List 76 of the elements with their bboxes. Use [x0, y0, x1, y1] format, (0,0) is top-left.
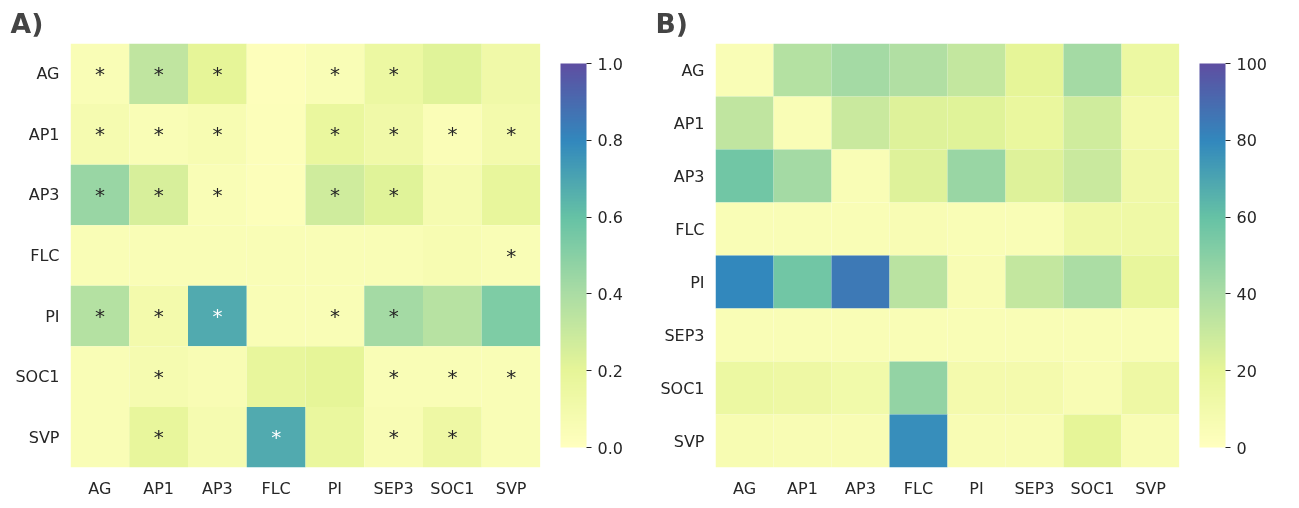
x-tick-label: AP3: [845, 478, 876, 498]
y-tick-label: PI: [690, 272, 705, 292]
x-tick-label: AP3: [201, 478, 233, 498]
data-label: *: [153, 364, 164, 389]
data-label: *: [388, 304, 399, 329]
data-label: *: [388, 61, 399, 86]
x-tick-label: FLC: [903, 478, 934, 498]
y-tick-label: AG: [681, 60, 705, 80]
chart-title: A): [10, 7, 44, 39]
data-label: *: [94, 122, 105, 147]
data-label: *: [212, 61, 223, 86]
y-tick-label: AG: [36, 64, 60, 84]
data-label: *: [388, 364, 399, 389]
x-tick-label: PI: [327, 478, 343, 498]
color-bar-label: 0.0: [597, 438, 623, 458]
x-tick-label: SOC1: [1070, 478, 1115, 498]
data-label: *: [153, 304, 164, 329]
x-tick-label: AP1: [143, 478, 175, 498]
data-label: *: [506, 122, 517, 147]
y-tick-label: SVP: [28, 427, 60, 447]
data-label: *: [447, 122, 458, 147]
data-label: *: [447, 364, 458, 389]
color-bar-label: 20: [1236, 361, 1257, 381]
data-label: *: [506, 243, 517, 268]
color-bar-label: 0.8: [597, 131, 623, 151]
data-label: *: [212, 182, 223, 207]
x-tick-label: AP1: [787, 478, 818, 498]
data-label: *: [94, 304, 105, 329]
color-bar-label: 0.6: [597, 208, 623, 228]
data-label: *: [153, 122, 164, 147]
y-tick-label: AP3: [28, 185, 60, 205]
x-tick-label: PI: [969, 478, 984, 498]
data-label: *: [388, 182, 399, 207]
color-bar-label: 100: [1236, 54, 1268, 74]
data-label: *: [153, 61, 164, 86]
y-tick-label: AP1: [28, 124, 60, 144]
x-tick-label: SVP: [1135, 478, 1167, 498]
y-tick-label: SOC1: [15, 367, 60, 387]
x-tick-label: FLC: [261, 478, 291, 498]
data-label: *: [212, 304, 223, 329]
data-label: *: [388, 122, 399, 147]
color-bar-label: 0.2: [597, 361, 623, 381]
chart-title: B): [655, 7, 689, 39]
x-tick-label: AG: [732, 478, 757, 498]
color-bar-label: 40: [1236, 284, 1257, 304]
x-tick-label: SEP3: [373, 478, 414, 498]
data-label: *: [329, 182, 340, 207]
data-label: *: [212, 122, 223, 147]
data-label: *: [447, 425, 458, 450]
y-tick-label: SOC1: [660, 378, 705, 398]
y-tick-label: PI: [45, 306, 60, 326]
color-bar-label: 1.0: [597, 54, 623, 74]
color-bar-label: 0.4: [597, 284, 623, 304]
y-tick-label: AP3: [673, 166, 705, 186]
color-bar-label: 80: [1236, 131, 1257, 151]
y-tick-label: SVP: [673, 431, 705, 451]
y-tick-label: FLC: [675, 219, 705, 239]
x-tick-label: SVP: [495, 478, 527, 498]
data-label: *: [153, 425, 164, 450]
data-label: *: [329, 61, 340, 86]
data-label: *: [388, 425, 399, 450]
data-label: *: [94, 61, 105, 86]
x-tick-label: SOC1: [430, 478, 475, 498]
data-label: *: [506, 364, 517, 389]
y-tick-label: SEP3: [664, 325, 705, 345]
x-tick-label: AG: [88, 478, 112, 498]
y-tick-label: AP1: [673, 113, 705, 133]
data-label: *: [329, 122, 340, 147]
data-label: *: [271, 425, 282, 450]
x-tick-label: SEP3: [1014, 478, 1055, 498]
data-label: *: [329, 304, 340, 329]
color-bar-label: 60: [1236, 208, 1257, 228]
y-tick-label: FLC: [30, 246, 60, 265]
data-label: *: [153, 182, 164, 207]
color-bar-label: 0: [1236, 438, 1247, 458]
data-label: *: [94, 182, 105, 207]
